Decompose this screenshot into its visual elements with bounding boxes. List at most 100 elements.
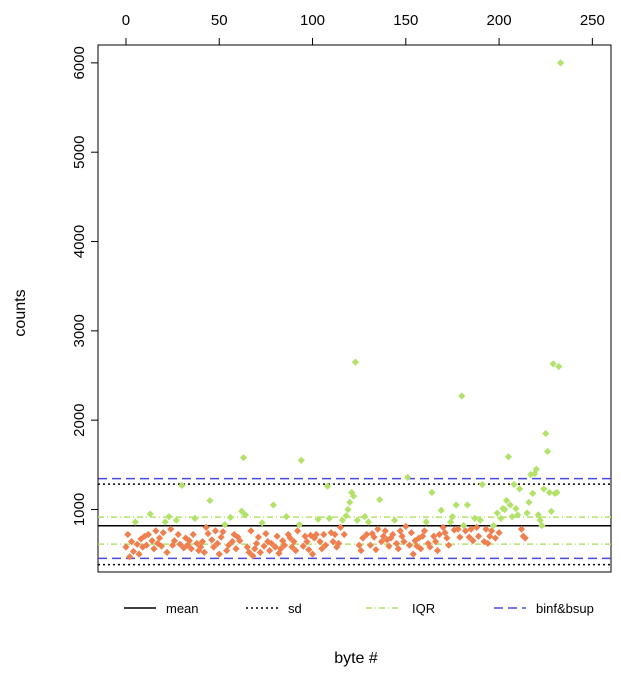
data-point bbox=[467, 525, 475, 533]
data-point bbox=[135, 550, 143, 558]
data-point bbox=[210, 543, 218, 551]
data-point bbox=[510, 480, 518, 489]
data-point bbox=[133, 540, 141, 548]
data-point bbox=[320, 530, 328, 539]
data-point bbox=[273, 532, 281, 540]
data-point bbox=[269, 501, 277, 509]
data-point bbox=[167, 525, 175, 533]
y-axis-left: 1000 2000 3000 4000 5000 6000 bbox=[71, 46, 99, 526]
data-point bbox=[508, 513, 516, 521]
data-point bbox=[359, 534, 367, 542]
data-point bbox=[211, 527, 220, 535]
data-point bbox=[122, 543, 130, 551]
data-point bbox=[249, 552, 257, 560]
data-point bbox=[489, 521, 498, 530]
data-point bbox=[355, 541, 363, 549]
data-point bbox=[239, 454, 248, 462]
data-point bbox=[432, 538, 440, 546]
data-point bbox=[342, 512, 350, 520]
data-point bbox=[124, 530, 132, 539]
data-point bbox=[325, 514, 333, 523]
data-point bbox=[538, 521, 546, 530]
data-point bbox=[349, 492, 358, 500]
data-point bbox=[299, 542, 307, 550]
data-point bbox=[547, 507, 555, 515]
data-point bbox=[553, 488, 561, 497]
data-point bbox=[187, 545, 195, 553]
data-point bbox=[288, 543, 296, 551]
data-point bbox=[252, 539, 261, 548]
data-point bbox=[172, 516, 180, 524]
data-point bbox=[374, 525, 382, 533]
data-point bbox=[286, 534, 294, 542]
data-point bbox=[357, 546, 365, 555]
data-point bbox=[536, 516, 544, 524]
data-point bbox=[223, 546, 231, 555]
y-tick-label: 1000 bbox=[71, 493, 88, 526]
data-point bbox=[126, 553, 134, 561]
data-point bbox=[396, 527, 404, 535]
data-point bbox=[445, 541, 453, 549]
y-tick-label: 6000 bbox=[71, 46, 88, 79]
data-point bbox=[540, 485, 548, 493]
data-point bbox=[372, 546, 380, 554]
data-point bbox=[543, 447, 552, 456]
data-point bbox=[348, 488, 356, 497]
data-point bbox=[277, 545, 285, 553]
data-point bbox=[422, 518, 430, 526]
data-point bbox=[241, 511, 249, 519]
data-point bbox=[437, 506, 445, 514]
data-point bbox=[530, 470, 539, 478]
data-point bbox=[433, 546, 442, 555]
data-point bbox=[295, 521, 304, 529]
data-point bbox=[506, 501, 514, 509]
data-point bbox=[303, 538, 311, 546]
data-point bbox=[402, 522, 410, 531]
data-point bbox=[331, 530, 339, 539]
data-point bbox=[512, 504, 520, 513]
data-point bbox=[501, 505, 509, 514]
data-point bbox=[314, 515, 322, 523]
data-point bbox=[381, 527, 389, 535]
y-axis-title: counts bbox=[12, 289, 29, 336]
data-point bbox=[197, 543, 205, 551]
data-point bbox=[364, 518, 373, 526]
data-point bbox=[310, 534, 318, 542]
data-point bbox=[191, 514, 199, 523]
data-point bbox=[523, 509, 531, 517]
x-axis-title: byte # bbox=[334, 650, 378, 667]
data-point bbox=[193, 539, 201, 548]
x-tick-label: 100 bbox=[300, 12, 325, 29]
data-point bbox=[439, 523, 447, 531]
data-point bbox=[245, 548, 253, 556]
data-point bbox=[129, 547, 138, 556]
data-point bbox=[163, 548, 171, 556]
data-point bbox=[346, 498, 354, 506]
data-point bbox=[144, 530, 152, 539]
data-point bbox=[226, 513, 235, 522]
data-point bbox=[491, 534, 499, 542]
data-point bbox=[338, 516, 346, 524]
data-point bbox=[493, 509, 501, 517]
data-point bbox=[165, 513, 173, 521]
data-point bbox=[221, 521, 229, 529]
data-point bbox=[262, 529, 270, 538]
data-point bbox=[159, 529, 167, 537]
data-point bbox=[488, 527, 496, 535]
data-point bbox=[534, 511, 542, 519]
data-point bbox=[353, 516, 361, 524]
data-point bbox=[404, 473, 412, 481]
data-point bbox=[415, 534, 423, 542]
data-point bbox=[478, 480, 486, 489]
data-point bbox=[532, 465, 540, 473]
data-point bbox=[155, 534, 164, 542]
data-point bbox=[417, 545, 425, 553]
data-point bbox=[424, 539, 432, 548]
data-point bbox=[557, 59, 565, 67]
data-point bbox=[351, 358, 360, 366]
data-point bbox=[366, 541, 374, 549]
data-point bbox=[335, 539, 343, 548]
data-point bbox=[389, 530, 397, 539]
data-point bbox=[344, 505, 352, 514]
data-point bbox=[200, 548, 208, 556]
